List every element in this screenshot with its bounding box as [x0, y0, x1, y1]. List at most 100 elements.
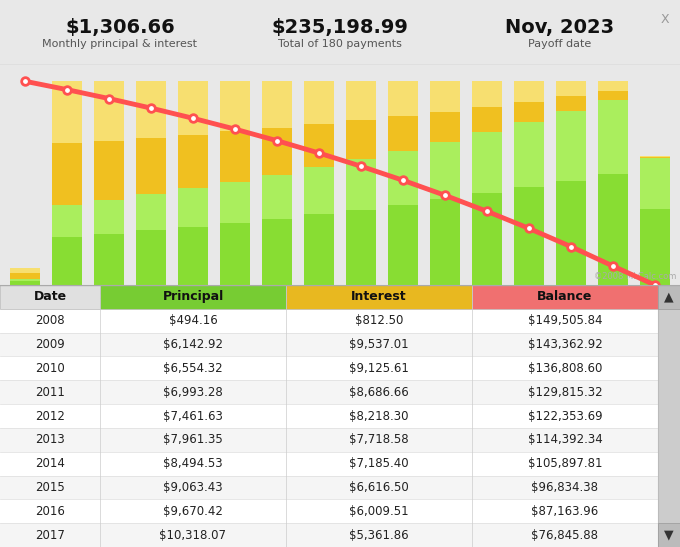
Bar: [94, 200, 124, 285]
Bar: [388, 82, 418, 151]
Bar: [0, 404, 658, 428]
Bar: [658, 285, 680, 547]
Text: $136,808.60: $136,808.60: [528, 362, 602, 375]
Bar: [100, 285, 286, 309]
Bar: [52, 82, 82, 143]
Bar: [178, 82, 208, 135]
Text: 2013: 2013: [35, 433, 65, 446]
Bar: [598, 100, 628, 174]
Bar: [220, 82, 250, 182]
Bar: [0, 309, 658, 333]
Bar: [220, 82, 250, 131]
Text: $129,815.32: $129,815.32: [528, 386, 602, 399]
Bar: [0, 333, 658, 357]
Bar: [304, 167, 334, 214]
Bar: [556, 112, 586, 285]
Bar: [640, 156, 670, 157]
Text: ©2008 MLCalc.com: ©2008 MLCalc.com: [594, 272, 677, 281]
Text: $6,993.28: $6,993.28: [163, 386, 223, 399]
Bar: [598, 82, 628, 100]
Text: ▼: ▼: [664, 528, 674, 542]
Text: 2014: 2014: [35, 457, 65, 470]
Text: Nov, 2023: Nov, 2023: [505, 18, 615, 37]
Text: Balance: Balance: [537, 290, 593, 304]
Bar: [0, 499, 658, 523]
Text: $7,185.40: $7,185.40: [350, 457, 409, 470]
Text: X: X: [661, 13, 669, 26]
Text: Date: Date: [33, 290, 67, 304]
Bar: [94, 82, 124, 200]
Text: $6,009.51: $6,009.51: [350, 505, 409, 518]
Text: $6,616.50: $6,616.50: [349, 481, 409, 494]
Text: 2010: 2010: [35, 362, 65, 375]
Text: $8,686.66: $8,686.66: [349, 386, 409, 399]
Text: $1,306.66: $1,306.66: [65, 18, 175, 37]
Bar: [346, 82, 376, 159]
Bar: [94, 82, 124, 141]
Bar: [430, 82, 460, 142]
Text: 2008: 2008: [35, 314, 65, 327]
Bar: [0, 428, 658, 452]
Text: $9,063.43: $9,063.43: [163, 481, 223, 494]
Text: $5,361.86: $5,361.86: [350, 528, 409, 542]
Bar: [262, 174, 292, 285]
Text: $96,834.38: $96,834.38: [532, 481, 598, 494]
Bar: [598, 82, 628, 91]
Text: $143,362.92: $143,362.92: [528, 338, 602, 351]
Text: Interest: Interest: [351, 290, 407, 304]
Text: $122,353.69: $122,353.69: [528, 410, 602, 422]
Bar: [472, 285, 658, 309]
Bar: [136, 194, 166, 230]
Bar: [304, 167, 334, 285]
Bar: [430, 142, 460, 285]
Bar: [10, 278, 40, 285]
Text: $149,505.84: $149,505.84: [528, 314, 602, 327]
Bar: [556, 112, 586, 181]
Bar: [0, 475, 658, 499]
Text: $494.16: $494.16: [169, 314, 218, 327]
Text: 2009: 2009: [35, 338, 65, 351]
Text: $9,537.01: $9,537.01: [350, 338, 409, 351]
Bar: [52, 205, 82, 237]
Bar: [640, 158, 670, 285]
Bar: [346, 82, 376, 120]
Text: Monthly principal & interest: Monthly principal & interest: [42, 39, 197, 49]
Bar: [52, 205, 82, 285]
Bar: [472, 82, 502, 107]
Bar: [178, 188, 208, 285]
Bar: [556, 82, 586, 96]
Bar: [346, 159, 376, 285]
Bar: [94, 200, 124, 234]
Bar: [262, 82, 292, 128]
Bar: [514, 82, 544, 102]
Text: $9,670.42: $9,670.42: [163, 505, 223, 518]
Text: $812.50: $812.50: [355, 314, 403, 327]
Bar: [136, 82, 166, 194]
Bar: [388, 151, 418, 205]
Text: $10,318.07: $10,318.07: [160, 528, 226, 542]
Text: $105,897.81: $105,897.81: [528, 457, 602, 470]
Bar: [286, 285, 472, 309]
Text: $8,494.53: $8,494.53: [163, 457, 223, 470]
Bar: [0, 523, 658, 547]
Bar: [262, 82, 292, 174]
Bar: [178, 188, 208, 227]
Bar: [430, 82, 460, 112]
Text: $87,163.96: $87,163.96: [531, 505, 598, 518]
Bar: [10, 268, 40, 274]
Bar: [346, 159, 376, 210]
Bar: [640, 156, 670, 158]
Text: $7,461.63: $7,461.63: [163, 410, 223, 422]
Text: 2017: 2017: [35, 528, 65, 542]
Text: $235,198.99: $235,198.99: [271, 18, 409, 37]
Bar: [658, 285, 680, 309]
Bar: [0, 357, 658, 380]
Text: 2011: 2011: [35, 386, 65, 399]
Bar: [0, 380, 658, 404]
Text: $9,125.61: $9,125.61: [349, 362, 409, 375]
Bar: [10, 278, 40, 281]
Bar: [10, 268, 40, 278]
Text: $6,554.32: $6,554.32: [163, 362, 223, 375]
Bar: [598, 100, 628, 285]
Bar: [136, 82, 166, 138]
